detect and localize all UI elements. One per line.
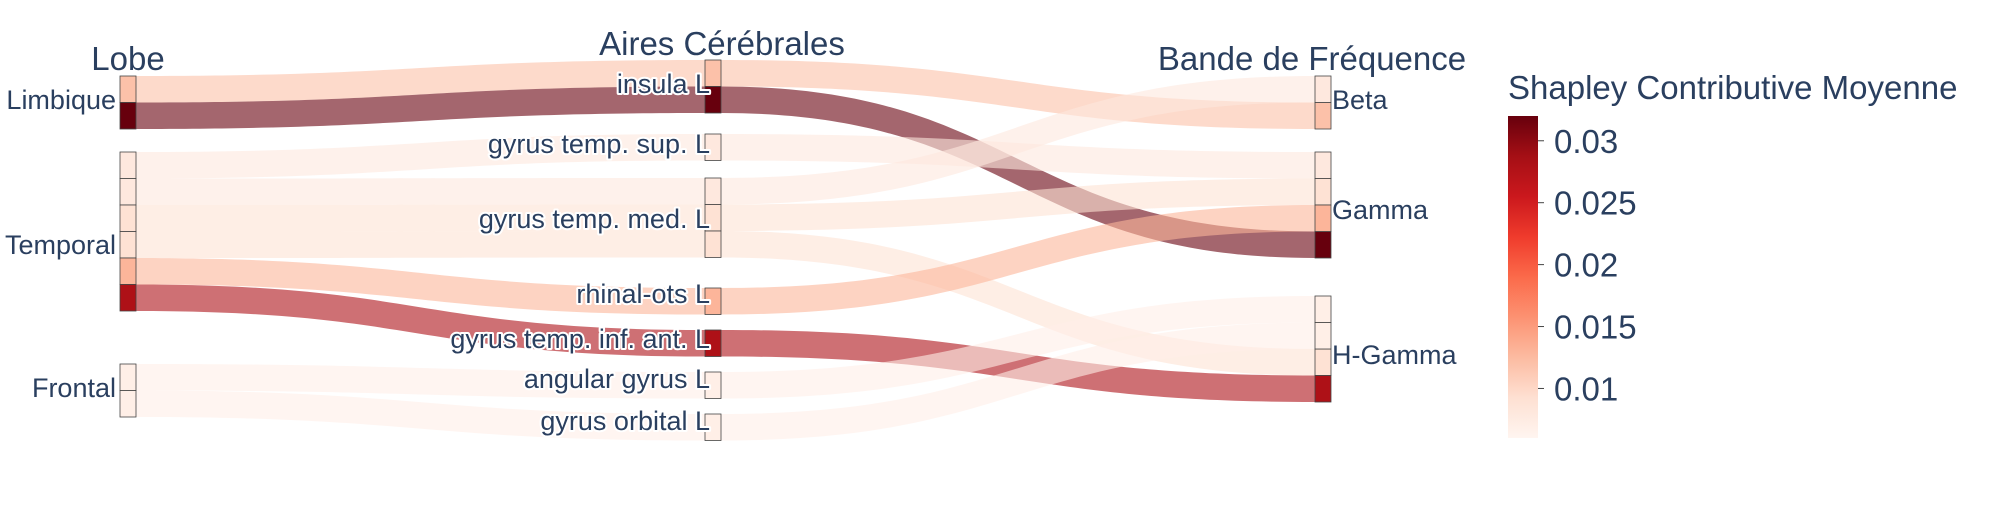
node-label-gamma: Gamma: [1332, 195, 1429, 225]
node-slot-area: [704, 230, 722, 258]
link-area-band: [721, 76, 1315, 205]
node-slot-band: [1314, 178, 1332, 206]
node-label-gyrus-orbital: gyrus orbital L: [540, 406, 710, 436]
node-slot-band: [1314, 375, 1332, 403]
node-slot-area: [704, 86, 722, 114]
node-slot-band: [1314, 204, 1332, 232]
node-slot-band: [1314, 102, 1332, 130]
link-area-band: [721, 205, 1315, 315]
node-slot-lobe: [119, 178, 137, 206]
node-slot-area: [704, 287, 722, 315]
colorbar-tick-label: 0.02: [1554, 247, 1618, 284]
node-slot-band: [1314, 75, 1332, 103]
node-slot-lobe: [119, 257, 137, 285]
colorbar-tick-label: 0.025: [1554, 185, 1637, 222]
sankey-links: [136, 60, 1315, 441]
colorbar-tick-label: 0.01: [1554, 370, 1618, 407]
node-slot-lobe: [119, 284, 137, 312]
colorbar-tick-label: 0.03: [1554, 123, 1618, 160]
node-slot-band: [1314, 322, 1332, 350]
link-lobe-area: [136, 60, 705, 103]
node-slot-area: [704, 371, 722, 399]
link-lobe-area: [136, 178, 705, 205]
node-slot-area: [704, 413, 722, 441]
node-slot-lobe: [119, 75, 137, 103]
link-area-band: [721, 86, 1315, 258]
link-area-band: [721, 330, 1315, 402]
sankey-nodes: [119, 59, 1332, 441]
node-label-frontal: Frontal: [32, 373, 116, 403]
node-slot-lobe: [119, 363, 137, 391]
node-label-insula: insula L: [617, 69, 710, 99]
node-slot-lobe: [119, 151, 137, 179]
link-lobe-area: [136, 364, 705, 399]
link-lobe-area: [136, 86, 705, 129]
node-slot-band: [1314, 295, 1332, 323]
link-lobe-area: [136, 390, 705, 441]
link-area-band: [721, 322, 1315, 441]
column-title-bands: Bande de Fréquence: [1158, 40, 1466, 77]
node-slot-band: [1314, 231, 1332, 259]
node-slot-area: [704, 177, 722, 205]
node-label-beta: Beta: [1332, 85, 1389, 115]
node-slot-area: [704, 329, 722, 357]
link-area-band: [721, 178, 1315, 231]
node-label-rhinal-ots: rhinal-ots L: [576, 279, 710, 309]
link-area-band: [721, 134, 1315, 179]
node-slot-lobe: [119, 204, 137, 232]
node-label-gyrus-temp-sup: gyrus temp. sup. L: [488, 129, 710, 159]
colorbar-ticks: 0.01 0.015 0.02 0.025 0.03: [1538, 123, 1637, 407]
node-label-h-gamma: H-Gamma: [1332, 340, 1457, 370]
colorbar: [1508, 116, 1538, 438]
node-slot-lobe: [119, 231, 137, 259]
node-label-temporal: Temporal: [5, 230, 116, 260]
node-slot-band: [1314, 151, 1332, 179]
node-slot-lobe: [119, 390, 137, 418]
node-slot-lobe: [119, 102, 137, 130]
column-title-lobe: Lobe: [91, 40, 164, 77]
colorbar-title: Shapley Contributive Moyenne: [1508, 69, 1957, 106]
colorbar-tick-label: 0.015: [1554, 309, 1637, 346]
link-lobe-area: [136, 204, 705, 232]
link-lobe-area: [136, 258, 705, 315]
link-lobe-area: [136, 231, 705, 258]
link-lobe-area: [136, 284, 705, 357]
node-label-angular-gyrus: angular gyrus L: [524, 364, 710, 394]
column-title-areas: Aires Cérébrales: [599, 25, 845, 62]
link-lobe-area: [136, 134, 705, 179]
link-area-band: [721, 296, 1315, 399]
node-slot-area: [704, 133, 722, 161]
node-label-gyrus-temp-inf-ant: gyrus temp. inf. ant. L: [450, 324, 710, 354]
node-label-gyrus-temp-med: gyrus temp. med. L: [479, 204, 710, 234]
node-slot-band: [1314, 348, 1332, 376]
node-label-limbique: Limbique: [6, 85, 116, 115]
